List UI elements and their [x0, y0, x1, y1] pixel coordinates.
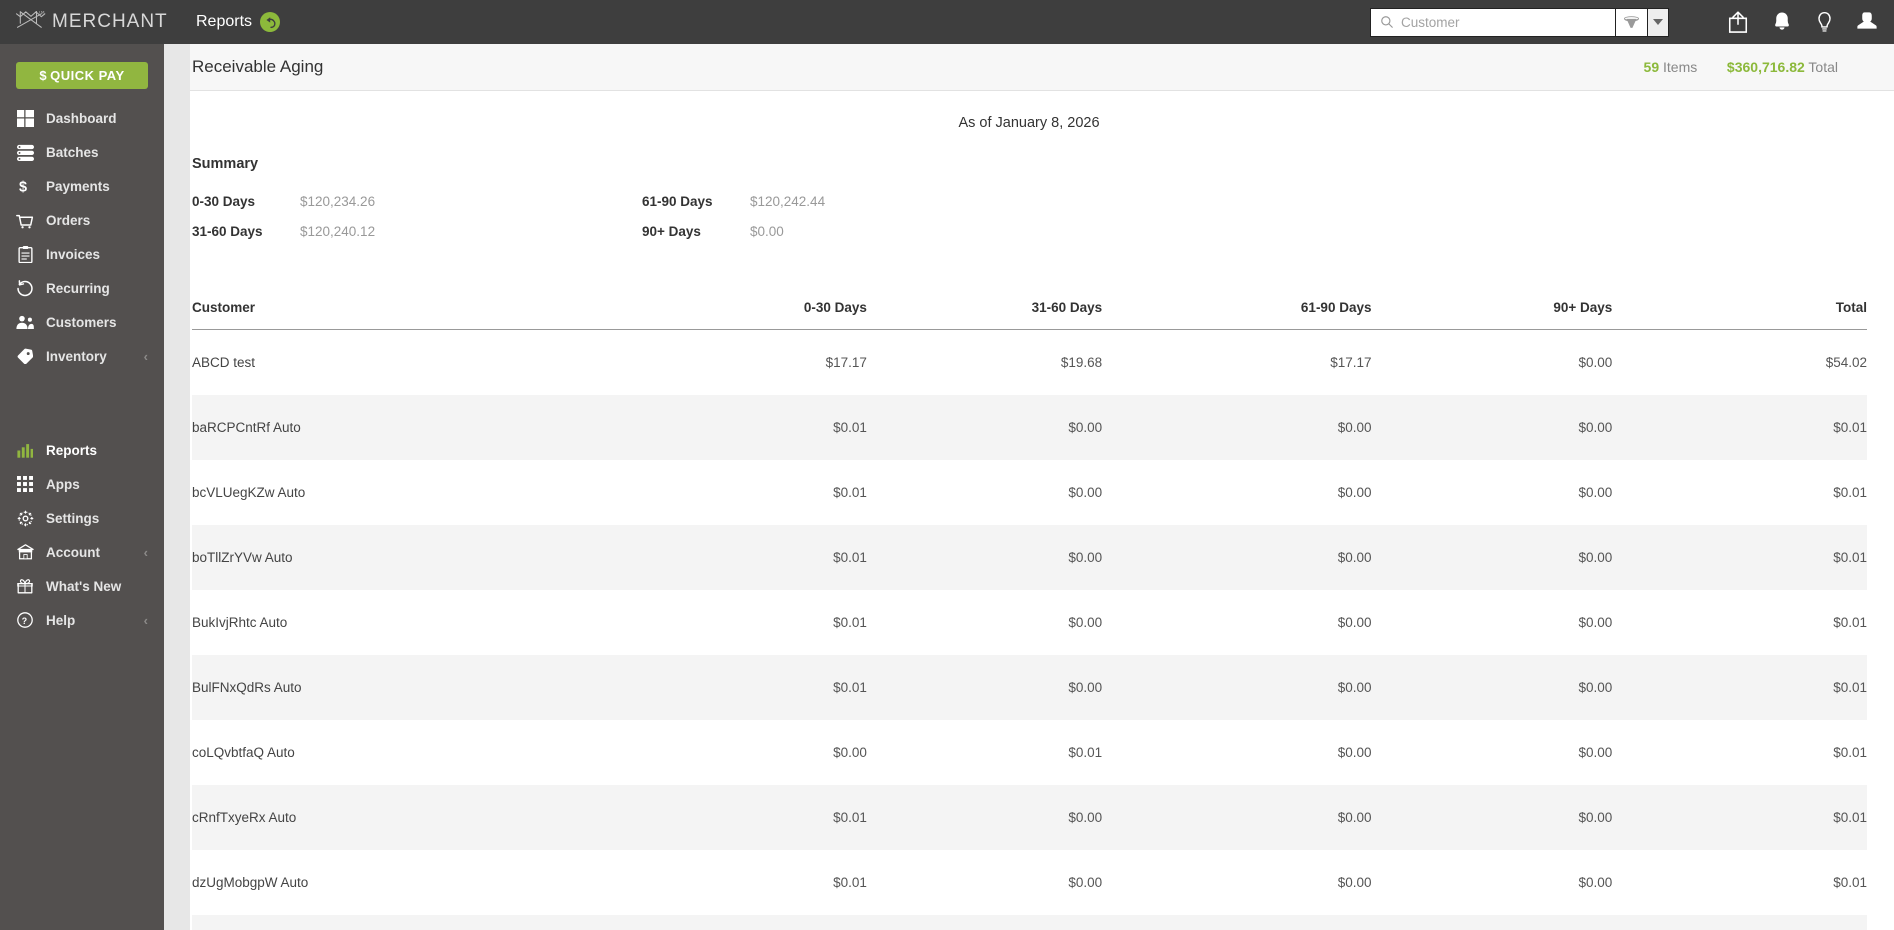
svg-text:$: $ [19, 179, 27, 194]
svg-text:?: ? [22, 616, 27, 626]
svg-text:TM: TM [38, 11, 45, 15]
